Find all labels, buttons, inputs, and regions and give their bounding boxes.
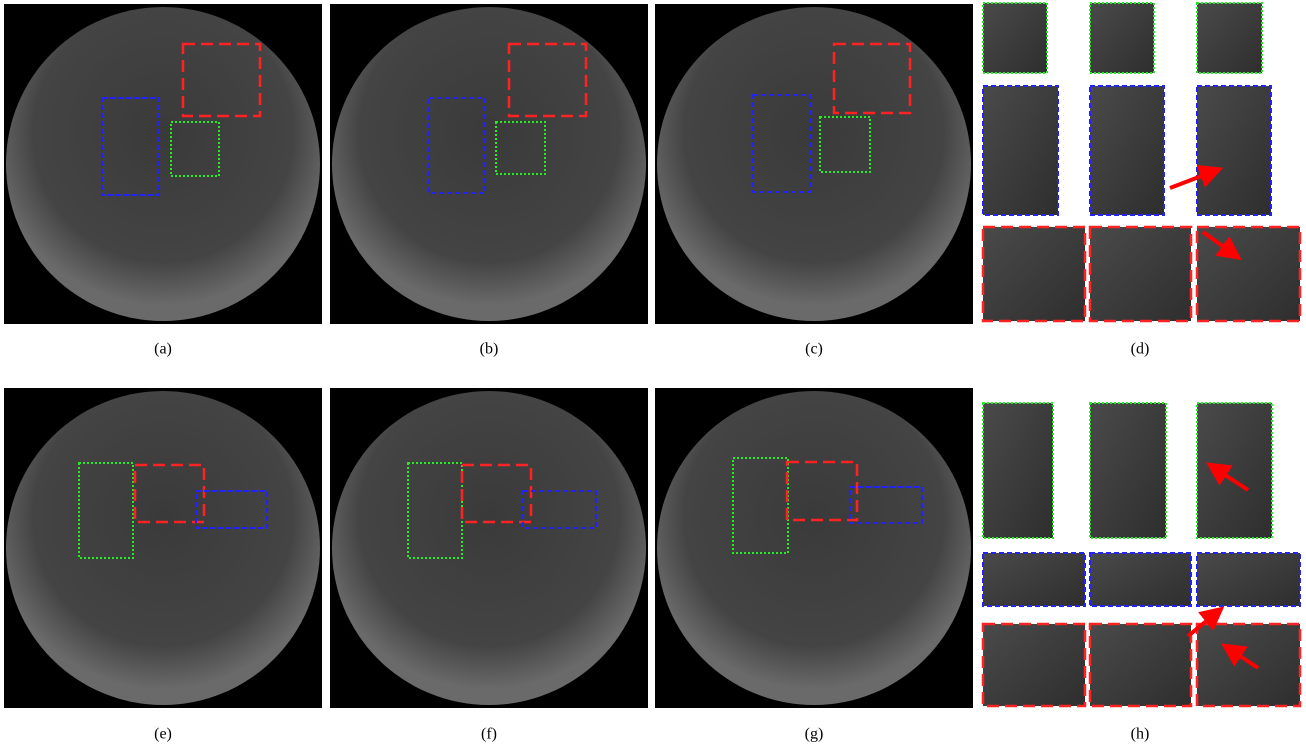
ct-slice [657,391,971,705]
roi-box [983,624,1085,706]
caption: (d) [1131,341,1150,358]
caption: (e) [154,726,172,743]
ct-slice [657,7,971,321]
roi-box [1197,3,1262,73]
roi-box [983,227,1085,321]
ct-slice [6,391,320,705]
roi-box [1090,403,1166,538]
ct-slice [6,7,320,321]
roi-box [1090,3,1154,73]
roi-box [1090,624,1191,706]
ct-slice [332,391,646,705]
roi-box [1197,403,1272,538]
caption: (f) [481,726,497,743]
caption: (g) [805,726,824,743]
roi-box [1090,553,1191,606]
roi-box [1090,86,1164,215]
roi-box [983,403,1053,538]
caption: (a) [154,341,172,358]
roi-box [983,3,1047,73]
roi-box [983,86,1058,215]
roi-box [983,553,1085,606]
caption: (c) [805,341,823,358]
roi-box [1090,227,1191,321]
ct-slice [332,7,646,321]
roi-box [1197,624,1300,706]
caption: (h) [1131,726,1150,743]
figure: (a) (b) (c) (d) (e) (f) (g) (h) [0,0,1306,746]
roi-box [1197,86,1271,215]
roi-box [1197,553,1300,606]
caption: (b) [480,341,499,358]
panels: (a) (b) (c) (d) (e) (f) (g) (h) [4,3,1300,743]
